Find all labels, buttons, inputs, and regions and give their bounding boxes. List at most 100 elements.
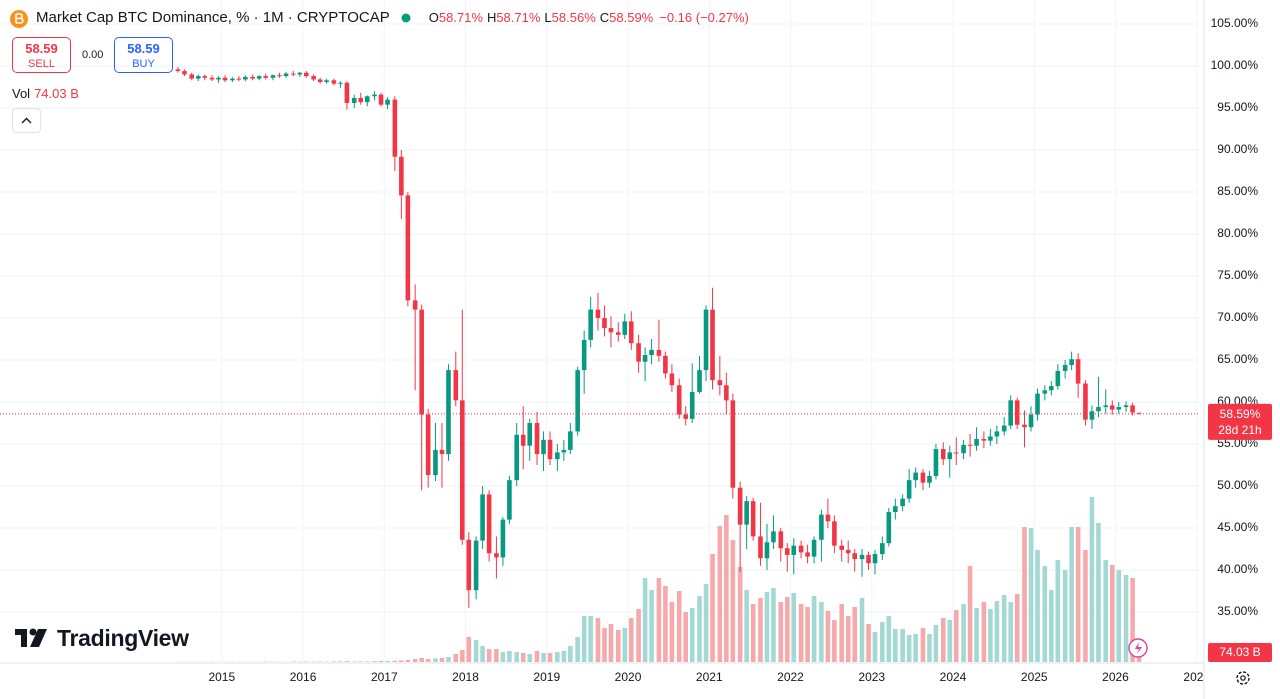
candle-body	[967, 444, 973, 446]
candle-body	[195, 76, 201, 79]
volume-bar	[669, 602, 675, 662]
volume-bar	[1035, 550, 1040, 662]
candle-body	[399, 156, 404, 196]
last-volume-label: 74.03 B	[1219, 645, 1260, 659]
volume-bar	[689, 608, 695, 662]
buy-price: 58.59	[127, 41, 160, 56]
candle-body	[1123, 405, 1129, 408]
volume-bar	[1008, 602, 1013, 662]
candle-body	[825, 514, 831, 522]
candle-body	[1109, 405, 1115, 410]
volume-bar	[1116, 570, 1122, 662]
candle-body	[378, 94, 384, 105]
candle-body	[791, 545, 797, 555]
change: −0.16 (−0.27%)	[659, 10, 749, 25]
volume-bar	[1103, 560, 1109, 662]
candle-body	[1130, 405, 1135, 413]
volume-bar	[514, 652, 520, 662]
candle-body	[290, 73, 296, 75]
candle-body	[947, 452, 953, 460]
candle-body	[385, 99, 390, 105]
volume-bar	[602, 628, 607, 662]
sell-price: 58.59	[25, 41, 58, 56]
volume-bar	[947, 620, 953, 662]
volume-bar	[758, 598, 763, 662]
x-tick-label: 2022	[777, 670, 804, 684]
countdown: 28d 21h	[1218, 423, 1261, 437]
candle-body	[189, 74, 195, 79]
candle-body	[886, 512, 892, 544]
volume-bar	[819, 602, 824, 662]
ohlc-letter: C	[599, 10, 610, 25]
candle-body	[1008, 400, 1013, 426]
candle-body	[994, 431, 1000, 437]
candle-body	[459, 400, 465, 540]
candle-body	[656, 349, 662, 356]
candle-body	[555, 452, 560, 460]
volume-bar	[378, 661, 384, 662]
volume-bar	[338, 661, 343, 662]
sell-button[interactable]: 58.59 SELL	[12, 37, 71, 73]
buy-button[interactable]: 58.59 BUY	[114, 37, 173, 73]
candle-body	[270, 75, 276, 78]
candle-body	[588, 309, 593, 340]
ohlc-letter: O	[428, 10, 439, 25]
candle-body	[689, 391, 695, 419]
candle-body	[534, 423, 540, 455]
volume-bar	[872, 632, 878, 662]
volume-bar	[439, 658, 445, 662]
logo-icon	[15, 628, 47, 647]
y-tick-label: 35.00%	[1217, 604, 1258, 618]
volume-bar	[372, 661, 377, 662]
volume-bar	[419, 658, 424, 662]
candle-body	[230, 78, 235, 81]
volume-bar	[811, 596, 817, 662]
candle-body	[595, 309, 601, 319]
volume-bar	[764, 592, 770, 662]
volume-bar	[628, 618, 634, 662]
volume-bar	[358, 661, 364, 662]
candle-body	[859, 554, 865, 560]
candle-body	[764, 542, 770, 559]
volume-bar	[412, 659, 418, 662]
status-dot	[401, 13, 411, 22]
candle-body	[1001, 425, 1007, 432]
candle-body	[575, 370, 580, 432]
candle-body	[900, 498, 905, 507]
volume-bar	[494, 649, 499, 662]
volume-bar	[331, 661, 337, 662]
volume-bar	[683, 612, 689, 662]
y-tick-label: 50.00%	[1217, 478, 1258, 492]
candle-body	[446, 370, 451, 455]
volume-bar	[866, 624, 871, 662]
candle-body	[412, 300, 418, 310]
volume-bar	[697, 596, 702, 662]
volume-bar	[845, 616, 851, 662]
x-tick-label: 2020	[615, 670, 642, 684]
candle-body	[209, 77, 215, 80]
y-tick-label: 65.00%	[1217, 352, 1258, 366]
ohlc-value: 58.71%	[438, 10, 483, 25]
volume-bar	[649, 590, 654, 662]
volume-bar	[940, 618, 946, 662]
volume-bar	[961, 604, 966, 662]
candle-body	[466, 539, 472, 591]
volume-bar	[575, 637, 580, 662]
candle-body	[974, 438, 979, 446]
y-tick-label: 100.00%	[1211, 58, 1259, 72]
volume-legend: Vol 74.03 B	[12, 86, 79, 101]
volume-bar	[453, 654, 459, 662]
volume-bar	[534, 651, 540, 662]
volume-bar	[656, 578, 662, 662]
candle-body	[1042, 390, 1048, 394]
candle-body	[236, 78, 242, 80]
candle-body	[642, 354, 648, 362]
candle-body	[1069, 359, 1074, 366]
candle-body	[182, 71, 187, 75]
ohlc-value: 58.71%	[496, 10, 541, 25]
candle-body	[277, 75, 282, 77]
candle-body	[852, 553, 858, 560]
volume-bar	[486, 649, 492, 662]
buy-label: BUY	[132, 58, 155, 70]
collapse-button[interactable]	[12, 108, 41, 133]
